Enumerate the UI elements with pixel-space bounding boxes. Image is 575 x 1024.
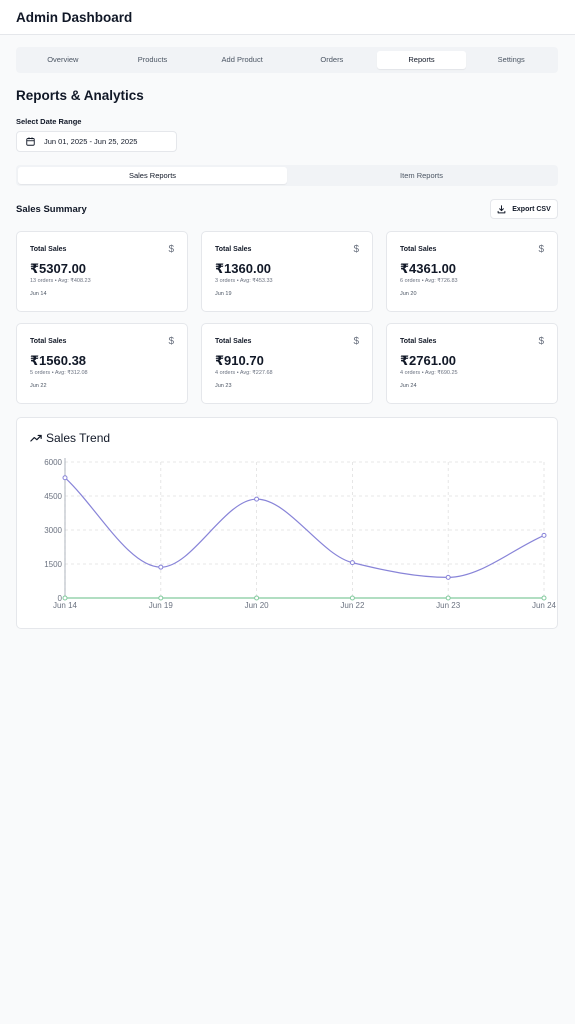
card-meta: 4 orders • Avg: ₹690.25 [400, 370, 458, 376]
y-tick-label: 4500 [44, 492, 62, 501]
card-meta: 3 orders • Avg: ₹453.33 [215, 278, 273, 284]
card-value: ₹1360.00 [215, 261, 272, 276]
sales-card: Total Sales $ ₹4361.00 6 orders • Avg: ₹… [386, 231, 558, 312]
data-point [254, 595, 260, 601]
data-point [349, 595, 355, 601]
data-point [541, 532, 547, 538]
y-tick-label: 6000 [44, 458, 62, 467]
tab-orders[interactable]: Orders [320, 55, 344, 64]
data-point [254, 496, 260, 502]
sales-card: Total Sales $ ₹5307.00 13 orders • Avg: … [16, 231, 188, 312]
x-tick-label: Jun 19 [149, 601, 174, 610]
x-tick-label: Jun 14 [53, 601, 78, 610]
card-label: Total Sales [400, 246, 437, 253]
card-label: Total Sales [215, 246, 252, 253]
card-meta: 6 orders • Avg: ₹726.83 [400, 278, 458, 284]
data-point [349, 560, 355, 566]
y-tick-label: 1500 [44, 560, 62, 569]
tab-sales-reports[interactable]: Sales Reports [18, 167, 287, 184]
data-point [445, 574, 451, 580]
card-meta: 5 orders • Avg: ₹312.08 [30, 370, 88, 376]
card-date: Jun 24 [400, 383, 417, 389]
card-date: Jun 14 [30, 291, 47, 297]
sales-trend-title: Sales Trend [46, 431, 111, 445]
download-icon [497, 204, 506, 213]
y-tick-label: 3000 [44, 526, 62, 535]
sales-card: Total Sales $ ₹1360.00 3 orders • Avg: ₹… [201, 231, 373, 312]
sales-trend-chart: 0 1500 3000 4500 6000 Jun 14 Jun 19 Jun 20 Jun 2… [44, 458, 557, 610]
card-date: Jun 20 [400, 291, 417, 297]
series-line [64, 477, 545, 578]
card-meta: 13 orders • Avg: ₹408.23 [30, 278, 91, 284]
main-tabs: Overview Products Add Product Orders Rep… [16, 47, 558, 73]
data-point [62, 595, 68, 601]
x-tick-label: Jun 23 [436, 601, 461, 610]
dollar-icon: $ [538, 336, 544, 347]
export-csv-button[interactable]: Export CSV [490, 199, 558, 219]
card-value: ₹1560.38 [30, 353, 87, 368]
tab-settings[interactable]: Settings [497, 55, 525, 64]
data-point [445, 595, 451, 601]
page-title: Reports & Analytics [16, 88, 144, 103]
sales-card: Total Sales $ ₹2761.00 4 orders • Avg: ₹… [386, 323, 558, 404]
card-value: ₹4361.00 [400, 261, 457, 276]
card-value: ₹910.70 [215, 353, 264, 368]
sales-trend-header: Sales Trend [30, 431, 110, 445]
x-tick-label: Jun 24 [532, 601, 557, 610]
card-date: Jun 19 [215, 291, 232, 297]
sales-summary-title: Sales Summary [16, 204, 87, 215]
card-label: Total Sales [30, 246, 67, 253]
tab-reports[interactable]: Reports [376, 51, 467, 69]
app-title: Admin Dashboard [16, 10, 133, 25]
tab-overview[interactable]: Overview [47, 55, 79, 64]
data-point [158, 595, 164, 601]
sales-card: Total Sales $ ₹1560.38 5 orders • Avg: ₹… [16, 323, 188, 404]
date-range-picker[interactable]: Jun 01, 2025 - Jun 25, 2025 [16, 131, 177, 152]
dollar-icon: $ [353, 336, 359, 347]
data-point [158, 564, 164, 570]
trending-up-icon [30, 434, 42, 442]
x-tick-label: Jun 22 [340, 601, 365, 610]
card-label: Total Sales [215, 338, 252, 345]
card-label: Total Sales [30, 338, 67, 345]
tab-item-reports[interactable]: Item Reports [400, 171, 443, 180]
tab-products[interactable]: Products [137, 55, 168, 64]
date-range-label: Select Date Range [16, 117, 82, 126]
card-value: ₹2761.00 [400, 353, 457, 368]
date-range-value: Jun 01, 2025 - Jun 25, 2025 [44, 137, 138, 146]
dollar-icon: $ [168, 336, 174, 347]
tab-add-product[interactable]: Add Product [221, 55, 263, 64]
sales-card: Total Sales $ ₹910.70 4 orders • Avg: ₹2… [201, 323, 373, 404]
card-value: ₹5307.00 [30, 261, 87, 276]
card-meta: 4 orders • Avg: ₹227.68 [215, 370, 273, 376]
y-tick-label: 0 [58, 594, 63, 603]
top-bar: Admin Dashboard [0, 0, 575, 35]
dollar-icon: $ [538, 244, 544, 255]
calendar-icon [26, 137, 35, 146]
data-point [62, 475, 68, 481]
dollar-icon: $ [353, 244, 359, 255]
sales-trend-card: 0 1500 3000 4500 6000 Jun 14 Jun 19 Jun 20 Jun 2… [16, 417, 558, 629]
x-tick-label: Jun 20 [245, 601, 270, 610]
dollar-icon: $ [168, 244, 174, 255]
export-csv-label: Export CSV [512, 205, 551, 213]
report-tabs: Sales Reports Item Reports [16, 165, 558, 186]
card-label: Total Sales [400, 338, 437, 345]
data-point [541, 595, 547, 601]
card-date: Jun 23 [215, 383, 232, 389]
card-date: Jun 22 [30, 383, 47, 389]
